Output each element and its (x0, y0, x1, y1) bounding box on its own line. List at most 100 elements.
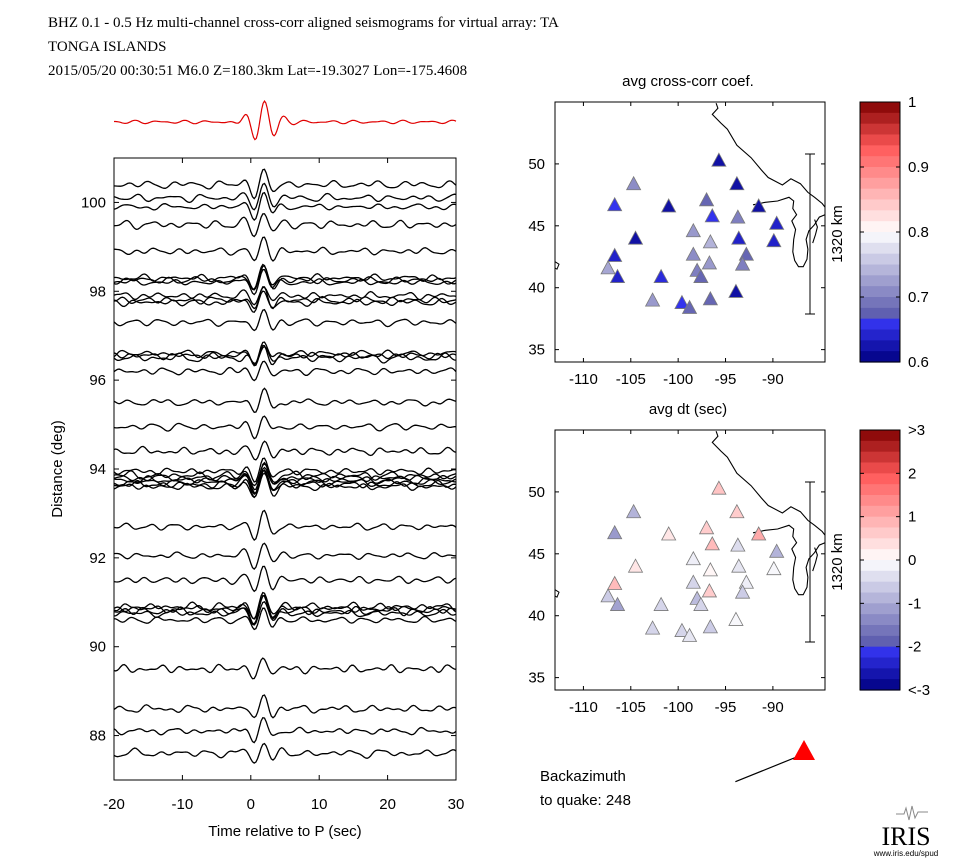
station-triangle (734, 256, 751, 271)
map-xtick-label: -105 (616, 371, 646, 388)
map-ytick-label: 45 (528, 218, 545, 235)
array-marker-triangle (793, 740, 815, 760)
station-triangle (702, 234, 719, 249)
map-ytick-label: 35 (528, 342, 545, 359)
seismogram-trace (113, 469, 457, 494)
colorbar-segment (860, 275, 900, 287)
map-xtick-label: -90 (762, 371, 784, 388)
coastline-west (554, 261, 560, 270)
colorbar-segment (860, 495, 900, 507)
colorbar-segment (860, 177, 900, 190)
colorbar-tick-label: <-3 (908, 682, 930, 699)
station-triangle (766, 560, 782, 576)
station-triangle (653, 268, 669, 283)
colorbar-segment (860, 253, 900, 266)
seismogram-traces (113, 168, 457, 764)
header-line-3: 2015/05/20 00:30:51 M6.0 Z=180.3km Lat=-… (48, 63, 467, 79)
colorbar-segment (860, 505, 900, 518)
scale-bar-label: 1320 km (829, 205, 846, 263)
map-xtick-label: -90 (762, 699, 784, 716)
colorbar-segment (860, 679, 900, 691)
colorbar-segment (860, 210, 900, 222)
station-triangle (625, 503, 642, 519)
station-triangle (661, 198, 677, 213)
map-dt-title: avg dt (sec) (649, 401, 727, 418)
station-triangle (738, 574, 755, 589)
header: BHZ 0.1 - 0.5 Hz multi-channel cross-cor… (48, 15, 559, 79)
colorbar-segment (860, 123, 900, 136)
colorbar-segment (860, 440, 900, 453)
seismogram-trace (113, 694, 457, 719)
colorbar-segment (860, 297, 900, 309)
colorbar-segment (860, 462, 900, 474)
backazimuth-value: to quake: 248 (540, 792, 631, 809)
station-triangle (751, 198, 767, 213)
iris-logo: IRIS www.iris.edu/spud (873, 805, 938, 858)
colorbar-segment (860, 603, 900, 615)
station-triangle (685, 222, 701, 238)
backazimuth-line (735, 753, 805, 783)
map-xtick-label: -100 (663, 371, 693, 388)
colorbar-segment (860, 625, 900, 637)
colorbar-tick-label: 0.7 (908, 289, 929, 306)
seismogram-trace (113, 290, 457, 313)
station-triangle (698, 191, 715, 207)
backazimuth-panel: Backazimuth to quake: 248 (540, 740, 815, 809)
seismogram-trace (113, 236, 457, 262)
colorbar-segment (860, 145, 900, 157)
map-xtick-label: -110 (569, 699, 598, 716)
station-triangle (653, 596, 669, 611)
station-triangle (609, 596, 626, 611)
map-xtick-label: -95 (715, 371, 737, 388)
seis-xtick-label: -20 (103, 796, 125, 813)
seismogram-trace (113, 265, 457, 291)
seismogram-trace (113, 415, 456, 440)
colorbar-segment (860, 188, 900, 201)
colorbar-segment (860, 221, 900, 233)
station-triangle (627, 230, 644, 245)
scale-bar-label: 1320 km (829, 533, 846, 591)
seis-xtick-label: 10 (311, 796, 328, 813)
colorbar-segment (860, 570, 900, 583)
colorbar-segment (860, 430, 900, 442)
coastline (711, 103, 826, 208)
stack-trace (114, 100, 457, 141)
station-triangle (711, 480, 727, 495)
colorbar-segment (860, 635, 900, 648)
logo-seismo-line (896, 805, 928, 821)
station-triangle (731, 558, 747, 573)
coastline-west (554, 589, 560, 598)
map-frame (554, 429, 826, 691)
header-line-2: TONGA ISLANDS (48, 39, 166, 55)
colorbar-tick-label: >3 (908, 422, 925, 439)
station-triangle (766, 232, 782, 248)
station-triangle (731, 230, 747, 245)
seis-ytick-label: 94 (89, 461, 106, 478)
backazimuth-label: Backazimuth (540, 768, 626, 785)
station-triangle (681, 299, 698, 314)
colorbar-segment (860, 102, 900, 114)
station-triangle (600, 260, 616, 275)
map-frame (554, 101, 826, 363)
colorbar-segment (860, 484, 900, 496)
station-triangle (702, 291, 719, 306)
seismogram-y-label: Distance (deg) (49, 420, 66, 518)
station-triangle (607, 575, 623, 590)
coastline (752, 196, 826, 268)
seis-xtick-label: 0 (247, 796, 255, 813)
map-ytick-label: 40 (528, 280, 545, 297)
seismogram-trace (113, 457, 457, 483)
colorbar-segment (860, 167, 900, 179)
colorbar-segment (860, 340, 900, 352)
seismogram-trace (113, 286, 457, 310)
colorbar-segment (860, 549, 900, 561)
colorbar-segment (860, 199, 900, 211)
station-triangle (644, 292, 661, 307)
seis-xtick-label: 30 (448, 796, 465, 813)
station-triangle (685, 246, 701, 261)
colorbar-segment (860, 329, 900, 341)
seismogram-trace (113, 600, 457, 626)
station-triangle (600, 588, 616, 603)
seis-ytick-label: 100 (81, 194, 106, 211)
coastline (711, 431, 826, 536)
